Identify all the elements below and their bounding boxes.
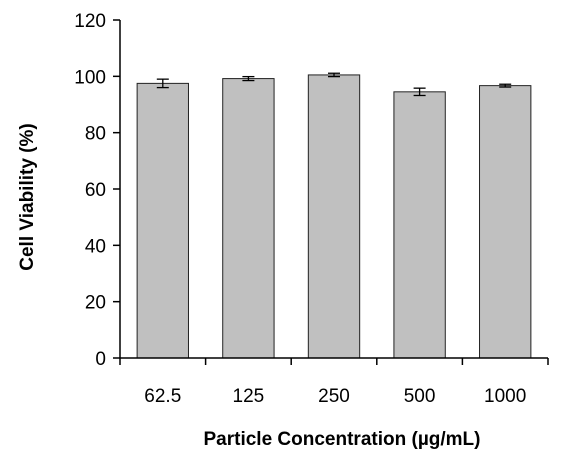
y-tick-label: 100 xyxy=(74,67,106,88)
bar-250 xyxy=(307,74,361,359)
y-tick-label: 0 xyxy=(95,349,106,370)
y-ticks: 0 20 40 60 80 100 120 xyxy=(74,11,120,370)
y-axis-title: Cell Viability (%) xyxy=(17,123,38,270)
y-tick-label: 80 xyxy=(85,124,106,145)
error-bar-125 xyxy=(242,75,255,82)
x-axis-title: Particle Concentration (µg/mL) xyxy=(204,429,481,450)
error-bars-group xyxy=(156,72,512,97)
x-tick-label: 1000 xyxy=(484,386,526,407)
error-bar-250 xyxy=(328,72,340,78)
bar-1000 xyxy=(479,85,532,359)
x-tick-label: 250 xyxy=(318,386,350,407)
error-bar-1000 xyxy=(499,83,512,88)
error-bar-62.5 xyxy=(156,78,169,89)
x-tick-label: 62.5 xyxy=(144,386,181,407)
y-tick-label: 20 xyxy=(85,293,106,314)
bar-125 xyxy=(222,78,275,359)
y-tick-label: 60 xyxy=(85,180,106,201)
bars-group xyxy=(136,74,532,359)
x-tick-label: 125 xyxy=(233,386,265,407)
bar-62.5 xyxy=(136,82,189,359)
bar-500 xyxy=(393,91,446,359)
error-bar-500 xyxy=(413,87,426,97)
y-tick-label: 120 xyxy=(74,11,106,32)
y-tick-label: 40 xyxy=(85,236,106,257)
x-ticks: 62.5 125 250 500 1000 xyxy=(119,358,549,407)
x-tick-label: 500 xyxy=(404,386,436,407)
